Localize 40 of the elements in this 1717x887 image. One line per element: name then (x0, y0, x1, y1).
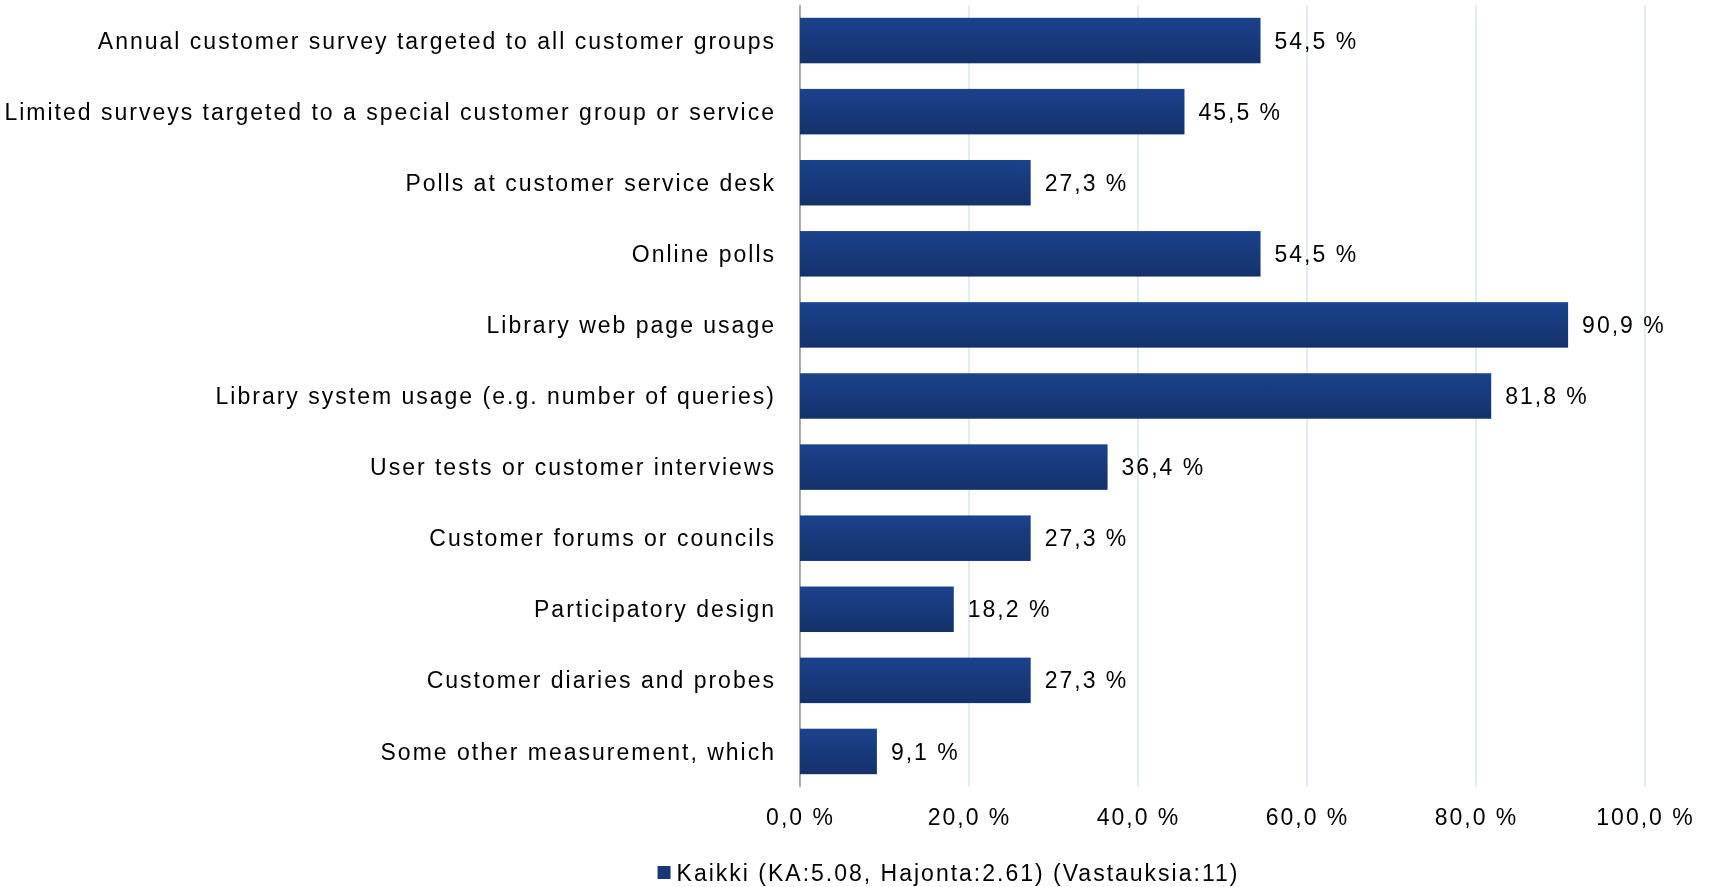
data-label: 27,3 % (1044, 525, 1129, 552)
bar (800, 302, 1569, 348)
x-tick-label: 80,0 % (1434, 804, 1519, 831)
data-label: 27,3 % (1044, 169, 1129, 196)
y-tick-label: User tests or customer interviews (370, 454, 776, 481)
data-label: 18,2 % (967, 596, 1052, 623)
y-tick-label: Customer forums or councils (429, 525, 776, 552)
y-tick-label: Polls at customer service desk (405, 169, 776, 196)
x-tick-label: 0,0 % (766, 804, 835, 831)
data-label: 54,5 % (1274, 27, 1359, 54)
bar (800, 88, 1185, 135)
bar (800, 586, 954, 633)
y-tick-label: Online polls (631, 240, 776, 267)
y-tick-label: Customer diaries and probes (426, 667, 776, 694)
y-tick-label: Library system usage (e.g. number of queries) (215, 383, 776, 410)
data-label: 36,4 % (1121, 454, 1206, 481)
data-label: 81,8 % (1505, 383, 1589, 410)
data-label: 54,5 % (1274, 240, 1359, 267)
y-tick-label: Some other measurement, which (380, 738, 776, 765)
y-tick-label: Participatory design (534, 596, 776, 623)
legend-label: Kaikki (KA:5.08, Hajonta:2.61) (Vastauksia:11) (676, 860, 1240, 887)
x-tick-label: 40,0 % (1096, 804, 1181, 831)
x-tick-label: 100,0 % (1596, 804, 1695, 831)
bar (800, 657, 1031, 704)
y-tick-label: Library web page usage (486, 311, 776, 338)
bar (800, 728, 877, 775)
y-tick-label: Annual customer survey targeted to all customer groups (97, 27, 776, 54)
bar (800, 231, 1261, 277)
data-label: 45,5 % (1198, 98, 1283, 125)
data-label: 90,9 % (1582, 311, 1666, 338)
y-tick-label: Limited surveys targeted to a special customer group or service (4, 98, 776, 125)
bar (800, 17, 1261, 64)
bar (800, 159, 1031, 206)
bar (800, 515, 1031, 561)
bar (800, 444, 1108, 490)
x-tick-label: 60,0 % (1265, 804, 1350, 831)
x-tick-label: 20,0 % (927, 804, 1012, 831)
bar (800, 373, 1492, 419)
data-label: 27,3 % (1044, 667, 1129, 694)
data-label: 9,1 % (890, 738, 960, 765)
